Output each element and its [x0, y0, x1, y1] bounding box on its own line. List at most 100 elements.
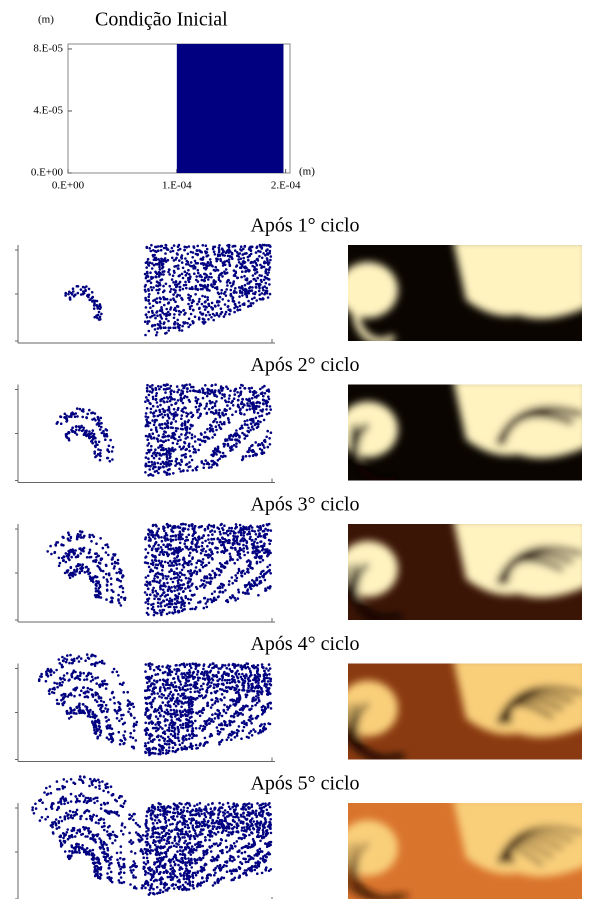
particle	[269, 667, 272, 670]
particle	[152, 606, 155, 609]
particle	[66, 672, 69, 675]
particle	[255, 286, 258, 289]
particle	[221, 666, 224, 669]
particle	[145, 576, 148, 579]
particle	[260, 555, 263, 558]
particle	[179, 289, 182, 292]
particle	[168, 273, 171, 276]
particle	[117, 594, 120, 597]
particle	[147, 528, 150, 531]
particle	[190, 667, 193, 670]
particle	[194, 531, 197, 534]
particle	[158, 744, 161, 747]
particle	[98, 562, 101, 565]
particle	[221, 275, 224, 278]
particle	[230, 530, 233, 533]
particle	[207, 682, 210, 685]
particle	[109, 698, 112, 701]
heat-map	[338, 519, 588, 620]
particle	[183, 542, 186, 545]
particle	[213, 590, 216, 593]
particle	[162, 326, 165, 329]
particle	[252, 546, 255, 549]
particle	[252, 401, 255, 404]
particle	[159, 326, 162, 329]
particle	[252, 274, 255, 277]
particle	[153, 452, 156, 455]
particle	[162, 683, 165, 686]
particle	[221, 456, 224, 459]
particle	[178, 286, 181, 289]
particle	[79, 408, 82, 411]
particle	[151, 675, 154, 678]
particle	[89, 577, 92, 580]
particle	[84, 571, 87, 574]
particle	[189, 570, 192, 573]
particle	[246, 404, 249, 407]
particle	[175, 430, 178, 433]
particle	[233, 597, 236, 600]
particle	[172, 581, 175, 584]
particle	[152, 432, 155, 435]
particle	[184, 685, 187, 688]
particle	[171, 278, 174, 281]
particle	[246, 590, 249, 593]
particle	[156, 401, 159, 404]
particle	[98, 425, 101, 428]
particle	[69, 654, 72, 657]
particle	[97, 448, 100, 451]
particle	[265, 408, 268, 411]
particle	[173, 271, 176, 274]
particle	[191, 703, 194, 706]
particle	[145, 306, 148, 309]
particle	[172, 677, 175, 680]
particle	[227, 419, 230, 422]
particle	[156, 550, 159, 553]
particle	[161, 665, 164, 668]
particle	[244, 420, 247, 423]
particle	[147, 575, 150, 578]
particle	[153, 609, 156, 612]
particle	[162, 323, 165, 326]
particle	[82, 293, 85, 296]
particle	[266, 430, 269, 433]
particle	[211, 713, 214, 716]
particle	[256, 258, 259, 261]
particle	[162, 266, 165, 269]
particle	[249, 584, 252, 587]
particle	[154, 556, 157, 559]
particle	[169, 285, 172, 288]
particle	[162, 416, 165, 419]
particle	[118, 720, 121, 723]
particle	[228, 261, 231, 264]
particle	[262, 525, 265, 528]
particle	[68, 439, 71, 442]
particle	[241, 384, 244, 387]
particle	[148, 468, 151, 471]
particle	[166, 454, 169, 457]
particle	[224, 566, 227, 569]
particle	[243, 531, 246, 534]
particle	[225, 674, 228, 677]
particle	[180, 418, 183, 421]
particle	[178, 329, 181, 332]
particle	[197, 679, 200, 682]
particle	[208, 573, 211, 576]
particle	[175, 281, 178, 284]
particle	[99, 316, 102, 319]
particle	[234, 599, 237, 602]
particle	[151, 549, 154, 552]
particle	[192, 309, 195, 312]
particle	[148, 465, 151, 468]
particle	[196, 712, 199, 715]
particle	[251, 567, 254, 570]
particle	[188, 432, 191, 435]
particle	[269, 818, 272, 821]
particle	[190, 546, 193, 549]
particle	[175, 427, 178, 430]
particle	[91, 693, 94, 696]
particle	[180, 389, 183, 392]
particle	[249, 408, 252, 411]
particle	[163, 715, 166, 718]
particle	[173, 398, 176, 401]
